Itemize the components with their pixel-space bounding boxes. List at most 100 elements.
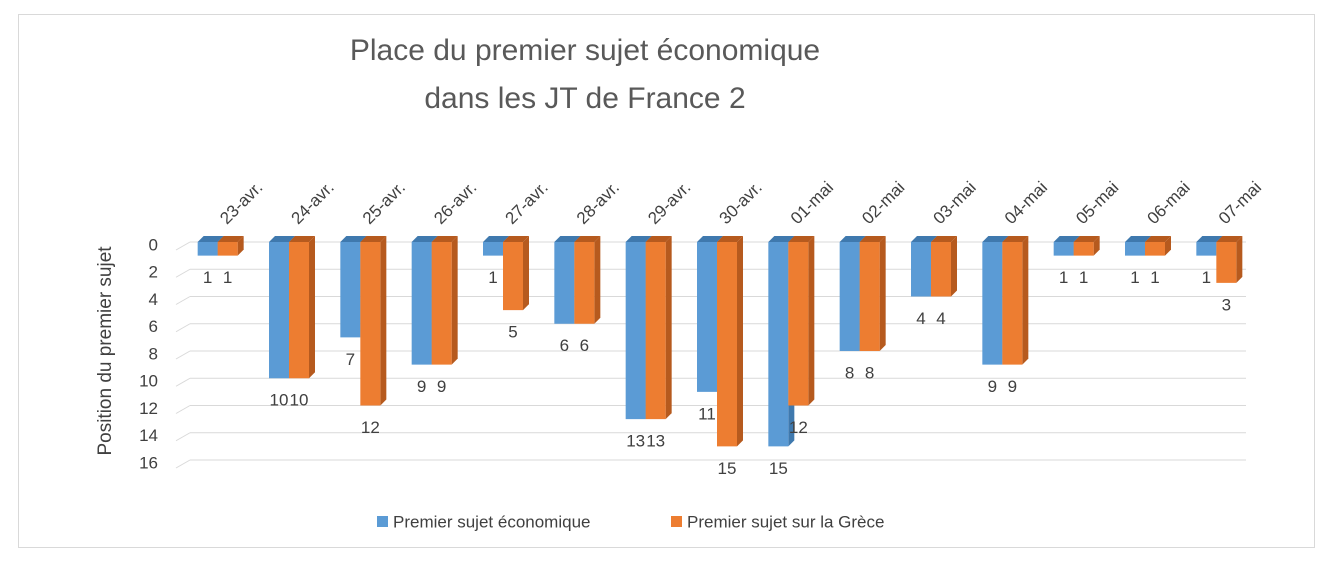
bar	[1125, 242, 1145, 256]
bar-top	[503, 236, 529, 242]
y-tick-label: 4	[149, 290, 158, 309]
bar-top	[1125, 236, 1151, 242]
bar	[859, 242, 880, 351]
bar-top	[554, 236, 581, 242]
bar-side	[879, 236, 886, 351]
bar-top	[197, 236, 224, 242]
data-label: 15	[718, 459, 737, 478]
data-label: 8	[865, 363, 874, 382]
bar-side	[594, 236, 601, 324]
bar	[574, 242, 595, 324]
bar-top	[697, 236, 723, 242]
grid-line-depth	[175, 268, 191, 278]
bar	[1145, 242, 1165, 256]
bar-top	[645, 236, 672, 242]
bar	[554, 242, 575, 324]
grid-line-depth	[175, 432, 191, 442]
bar-top	[717, 236, 743, 242]
y-tick-label: 14	[139, 426, 158, 445]
bar-side	[1236, 236, 1243, 283]
bar-top	[1053, 236, 1080, 242]
data-label: 7	[346, 350, 355, 369]
bar	[483, 242, 503, 256]
grid-line-depth	[175, 405, 191, 414]
data-label: 9	[417, 377, 426, 396]
bar-top	[1073, 236, 1100, 242]
bar-top	[269, 236, 295, 242]
y-tick-label: 16	[139, 453, 158, 472]
y-tick-label: 12	[139, 399, 158, 418]
bar	[931, 242, 951, 297]
bar-top	[839, 236, 866, 242]
bar-side	[380, 236, 387, 406]
bar-side	[1093, 236, 1100, 256]
bar-top	[982, 236, 1009, 242]
grid-line-depth	[175, 459, 191, 469]
data-label: 10	[270, 391, 289, 410]
legend-swatch	[377, 516, 388, 527]
data-label: 5	[508, 323, 517, 342]
data-label: 4	[936, 309, 945, 328]
y-tick-label: 2	[149, 263, 158, 282]
bar	[645, 242, 666, 420]
bar-top	[483, 236, 509, 242]
bar-top	[1145, 236, 1171, 242]
bar-top	[289, 236, 315, 242]
chart-title: Place du premier sujet économique	[350, 34, 820, 67]
bar	[197, 242, 218, 256]
bar-top	[411, 236, 438, 242]
data-label: 13	[646, 432, 665, 451]
bar	[982, 242, 1003, 365]
bar-top	[217, 236, 244, 242]
y-tick-label: 0	[149, 235, 158, 254]
bar	[788, 242, 809, 406]
bar-top	[931, 236, 957, 242]
chart-title: dans les JT de France 2	[424, 82, 745, 115]
data-label: 11	[698, 404, 716, 423]
bar	[503, 242, 523, 311]
bar-side	[665, 236, 672, 420]
data-label: 1	[1079, 268, 1088, 287]
data-label: 1	[203, 268, 212, 287]
bar	[911, 242, 931, 297]
data-label: 9	[988, 377, 997, 396]
bar	[717, 242, 737, 447]
bar-top	[859, 236, 886, 242]
grid-line-depth	[175, 241, 191, 251]
bar	[217, 242, 238, 256]
data-label: 15	[769, 459, 788, 478]
bar-top	[788, 236, 815, 242]
data-label: 6	[580, 336, 589, 355]
bar	[340, 242, 361, 338]
data-label: 12	[789, 418, 808, 437]
bar-top	[1002, 236, 1029, 242]
data-label: 6	[560, 336, 569, 355]
data-label: 8	[845, 363, 854, 382]
grid-line-depth	[175, 323, 191, 333]
bar-side	[451, 236, 458, 365]
bar	[697, 242, 717, 392]
y-tick-label: 8	[149, 344, 158, 363]
bar-top	[625, 236, 652, 242]
data-label: 9	[1008, 377, 1017, 396]
y-tick-label: 6	[149, 317, 158, 336]
bar-side	[1165, 236, 1171, 256]
bar	[1073, 242, 1094, 256]
bar-top	[768, 236, 795, 242]
bar-top	[1196, 236, 1223, 242]
grid-line-depth	[175, 377, 191, 387]
grid-line-depth	[175, 350, 191, 360]
data-label: 4	[916, 309, 925, 328]
data-label: 9	[437, 377, 446, 396]
bar-side	[309, 236, 315, 379]
data-label: 3	[1222, 295, 1231, 314]
bar	[431, 242, 452, 365]
bar	[1002, 242, 1023, 365]
legend-label: Premier sujet sur la Grèce	[687, 512, 884, 531]
data-label: 13	[626, 432, 645, 451]
bar-top	[911, 236, 937, 242]
data-label: 1	[1202, 268, 1211, 287]
legend-label: Premier sujet économique	[393, 512, 590, 531]
y-tick-label: 10	[139, 372, 158, 391]
